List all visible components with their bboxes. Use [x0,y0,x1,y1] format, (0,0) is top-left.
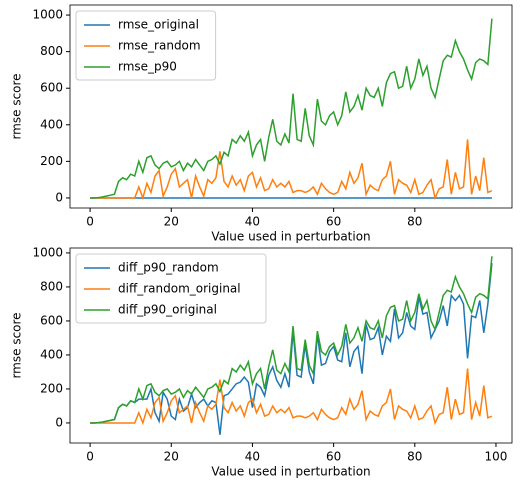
legend-label: rmse_p90 [118,60,177,74]
x-tick-label: 100 [485,450,508,464]
y-tick-label: 1000 [32,245,63,259]
x-tick-label: 20 [164,215,179,229]
legend-box [75,253,267,324]
y-tick-label: 400 [40,117,63,131]
y-tick-label: 600 [40,313,63,327]
series-line [90,18,493,199]
x-axis-label: Value used in perturbation [211,465,370,479]
legend-label: diff_random_original [118,282,241,296]
series-line [90,368,493,426]
x-tick-label: 80 [407,450,422,464]
legend-label: diff_p90_original [118,303,217,317]
y-tick-label: 1000 [32,8,63,22]
x-tick-label: 0 [86,450,94,464]
axes-frame [69,247,513,444]
y-axis-label: rmse score [10,312,24,378]
x-axis-label: Value used in perturbation [211,230,370,244]
x-tick-label: 60 [326,450,341,464]
x-tick-label: 40 [245,450,260,464]
x-tick-label: 60 [326,215,341,229]
legend-label: diff_p90_random [118,261,219,275]
legend-label: rmse_random [118,39,201,53]
series-line [90,263,493,435]
y-tick-label: 0 [55,415,63,429]
y-tick-label: 600 [40,81,63,95]
x-tick-label: 80 [407,215,422,229]
x-tick-label: 0 [86,215,94,229]
y-tick-label: 200 [40,381,63,395]
series-line [90,139,493,201]
y-tick-label: 200 [40,154,63,168]
x-tick-label: 40 [245,215,260,229]
axes-frame [69,4,513,209]
y-tick-label: 0 [55,190,63,204]
series-line [90,256,493,424]
legend-box [75,10,217,81]
y-tick-label: 400 [40,347,63,361]
x-tick-label: 20 [164,450,179,464]
legend-label: rmse_original [118,18,199,32]
y-axis-label: rmse score [10,73,24,139]
y-tick-label: 800 [40,279,63,293]
y-tick-label: 800 [40,44,63,58]
